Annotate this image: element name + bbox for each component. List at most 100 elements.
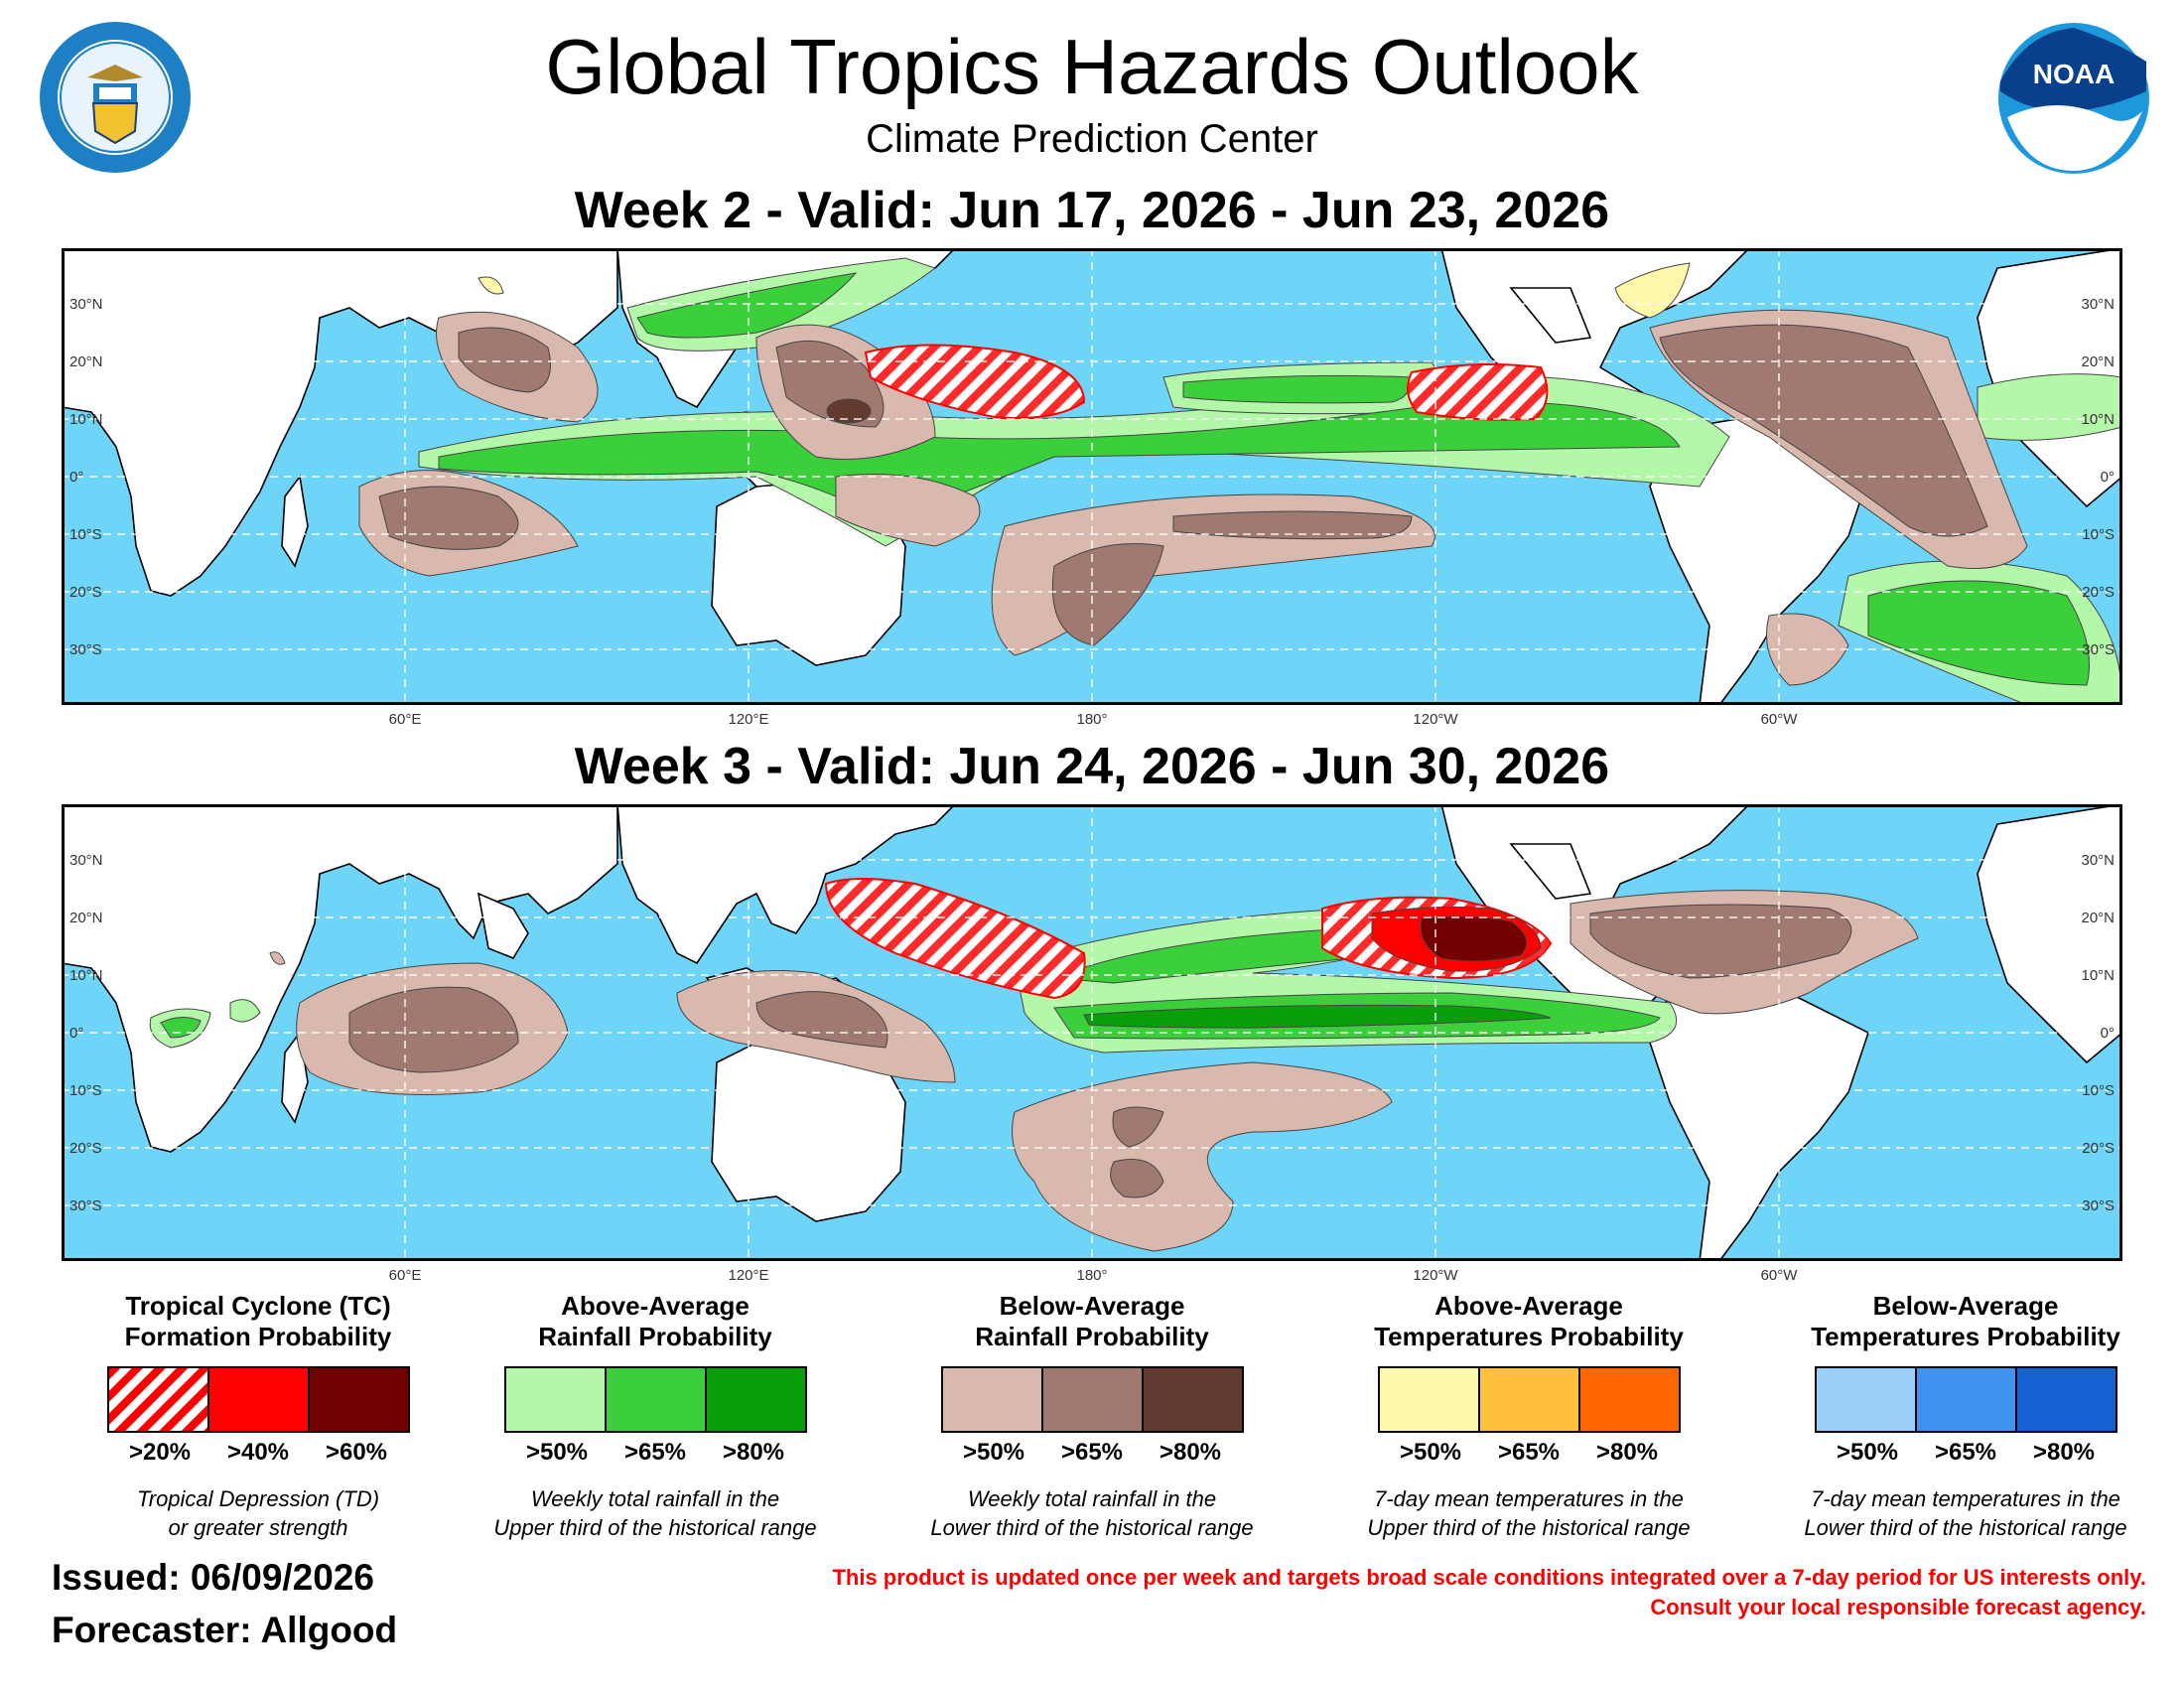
noaa-logo: NOAA	[1998, 23, 2149, 174]
legend-label: >40%	[226, 1439, 290, 1466]
lon-label: 180°	[1076, 1267, 1107, 1284]
legend-desc: Tropical Depression (TD)	[136, 1486, 380, 1511]
legend-label: >80%	[722, 1439, 785, 1466]
rain-below-65	[1589, 904, 1852, 979]
week3-title: Week 3 - Valid: Jun 24, 2026 - Jun 30, 2…	[574, 738, 1610, 795]
legend-title: Temperatures Probability	[1374, 1322, 1684, 1351]
legend-swatch	[940, 1366, 1043, 1433]
legend-label: >65%	[623, 1439, 687, 1466]
rain-above-50	[229, 999, 261, 1023]
legend-label: >65%	[1060, 1439, 1124, 1466]
rain-below-65	[1112, 1106, 1164, 1148]
lat-label: 20°N	[2081, 910, 2115, 926]
lon-label: 60°W	[1761, 711, 1799, 728]
legend-title: Below-Average	[999, 1291, 1185, 1321]
week2-map: 30°N 20°N 10°N 0° 10°S 20°S 30°S 30°N 20…	[62, 248, 2122, 705]
rain-below-50	[835, 474, 981, 547]
lon-label: 60°W	[1761, 1267, 1799, 1284]
lat-label: 30°S	[69, 1197, 102, 1214]
legend-swatch	[604, 1366, 707, 1433]
legend-desc: Upper third of the historical range	[493, 1515, 817, 1540]
legend-swatch	[1577, 1366, 1681, 1433]
rain-above-65	[1867, 580, 2090, 686]
lat-label: 10°N	[2081, 411, 2115, 428]
lat-label: 20°S	[69, 584, 102, 601]
tc-formation-20	[864, 344, 1086, 419]
lat-label: 20°N	[69, 910, 103, 926]
week2-lon-labels: 60°E 120°E 180° 120°W 60°W	[389, 711, 1799, 728]
rain-below-65	[1659, 324, 1988, 537]
legend-title: Rainfall Probability	[538, 1322, 772, 1351]
lon-label: 120°E	[728, 711, 768, 728]
legend-swatch	[1141, 1366, 1244, 1433]
map-frame	[62, 804, 2122, 1261]
lat-label: 10°S	[69, 526, 102, 543]
legend-label: >60%	[325, 1439, 388, 1466]
lat-label: 30°S	[2082, 641, 2115, 658]
rain-above-80	[1083, 1004, 1552, 1029]
week3-lon-labels: 60°E 120°E 180° 120°W 60°W	[389, 1267, 1799, 1284]
tc-formation-20	[1407, 362, 1549, 421]
rain-below-65	[1051, 543, 1164, 646]
lat-label: 20°S	[69, 1140, 102, 1157]
legend-label: >50%	[525, 1439, 589, 1466]
lat-label: 10°N	[69, 411, 103, 428]
legend-swatch	[503, 1366, 607, 1433]
rain-below-65	[1172, 510, 1413, 540]
legend-temp-above: Above-Average Temperatures Probability >…	[1330, 1291, 1727, 1542]
legend-swatch	[307, 1366, 410, 1433]
legend-title: Temperatures Probability	[1811, 1322, 2120, 1351]
lat-label: 10°S	[2082, 526, 2115, 543]
lat-label: 30°N	[2081, 296, 2115, 313]
legend-swatch	[1040, 1366, 1144, 1433]
legend-rain-below: Below-Average Rainfall Probability >50% …	[893, 1291, 1291, 1542]
legend-desc: 7-day mean temperatures in the	[1811, 1486, 2120, 1511]
legend-swatch	[106, 1366, 209, 1433]
legend-title: Above-Average	[561, 1291, 750, 1321]
lat-label: 0°	[69, 469, 83, 486]
lat-label: 20°S	[2082, 584, 2115, 601]
lat-label: 10°S	[69, 1082, 102, 1099]
legend-temp-below: Below-Average Temperatures Probability >…	[1767, 1291, 2164, 1542]
legend-swatch	[1814, 1366, 1917, 1433]
legend-swatch	[1377, 1366, 1480, 1433]
legend-label: >50%	[1399, 1439, 1462, 1466]
legend-swatch	[1914, 1366, 2017, 1433]
legend-title: Above-Average	[1434, 1291, 1623, 1321]
legend-rain-above: Above-Average Rainfall Probability >50% …	[457, 1291, 854, 1542]
lon-label: 120°E	[728, 1267, 768, 1284]
legend-tc-formation: Tropical Cyclone (TC) Formation Probabil…	[60, 1291, 457, 1542]
week2-title: Week 2 - Valid: Jun 17, 2026 - Jun 23, 2…	[574, 182, 1610, 239]
lat-labels-right: 30°N 20°N 10°N 0° 10°S 20°S 30°S	[2081, 852, 2115, 1214]
legend-desc: 7-day mean temperatures in the	[1374, 1486, 1684, 1511]
lon-label: 120°W	[1413, 1267, 1458, 1284]
legend-desc: Weekly total rainfall in the	[967, 1486, 1217, 1511]
lat-label: 0°	[69, 1025, 83, 1042]
lat-label: 10°N	[69, 967, 103, 984]
lat-label: 0°	[2101, 469, 2115, 486]
legend-title: Formation Probability	[124, 1322, 392, 1351]
legend-desc: Lower third of the historical range	[1804, 1515, 2127, 1540]
legend-swatch	[1477, 1366, 1580, 1433]
legend-swatch	[2014, 1366, 2117, 1433]
rain-below-65	[755, 991, 888, 1049]
rain-above-50	[1977, 373, 2122, 441]
legend-label: >65%	[1497, 1439, 1561, 1466]
lat-label: 30°N	[2081, 852, 2115, 869]
legend-title: Rainfall Probability	[975, 1322, 1209, 1351]
legend-label: >80%	[2032, 1439, 2096, 1466]
page-subtitle: Climate Prediction Center	[866, 117, 1318, 161]
legend-title: Tropical Cyclone (TC)	[125, 1291, 391, 1321]
rain-above-65	[636, 272, 858, 339]
rain-below-65	[348, 986, 519, 1073]
legend-label: >50%	[1836, 1439, 1899, 1466]
rain-below-80	[826, 398, 872, 424]
forecaster-name: Forecaster: Allgood	[52, 1610, 398, 1650]
lat-label: 30°N	[69, 852, 103, 869]
disclaimer: This product is updated once per week an…	[657, 1563, 2146, 1622]
tc-formation-60	[1420, 915, 1528, 962]
tc-formation-20	[824, 878, 1086, 1000]
rain-below-65	[1110, 1159, 1164, 1198]
lat-label: 20°N	[2081, 353, 2115, 370]
disclaimer-line: Consult your local responsible forecast …	[1650, 1595, 2146, 1619]
